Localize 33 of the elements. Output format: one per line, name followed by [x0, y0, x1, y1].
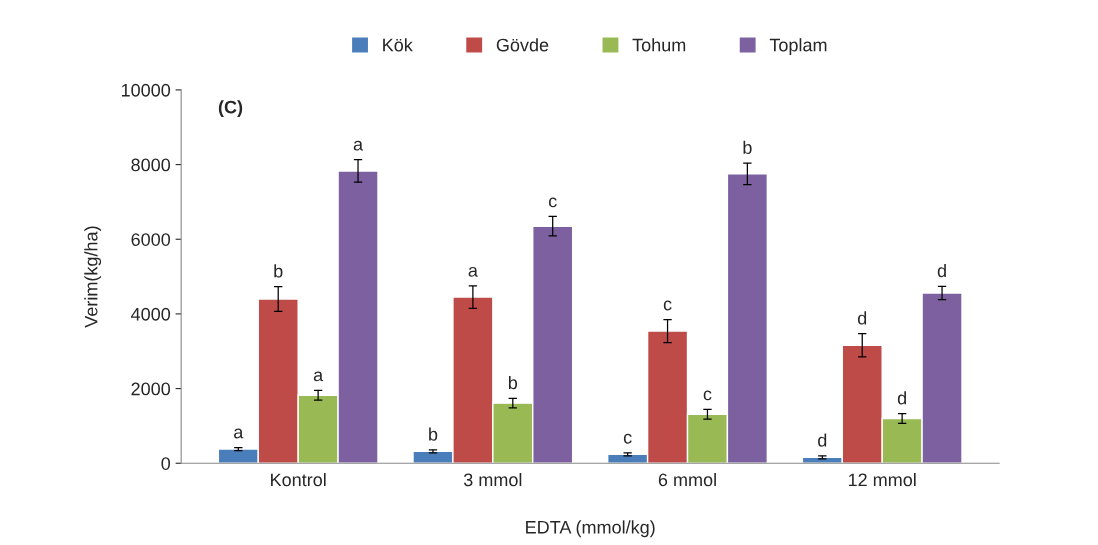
data-label: d	[897, 391, 906, 405]
annotation: (C)	[218, 100, 243, 118]
data-label: d	[818, 433, 827, 447]
y-tick-label: 8000	[131, 158, 171, 172]
data-label: d	[937, 263, 946, 278]
y-axis-title: Verim(kg/ha)	[84, 226, 102, 328]
x-tick-label: 3 mmol	[463, 472, 522, 487]
data-label: b	[743, 140, 752, 154]
x-tick-label: 6 mmol	[658, 472, 716, 487]
legend-label: Toplam	[769, 38, 827, 56]
data-label: d	[857, 311, 867, 325]
legend-label: Gövde	[496, 38, 549, 52]
data-label: a	[468, 266, 478, 277]
data-label: a	[234, 428, 244, 439]
y-tick-label: 6000	[131, 233, 171, 246]
data-label: c	[663, 300, 672, 311]
data-label: b	[429, 427, 438, 441]
x-axis-title: EDTA (mmol/kg)	[526, 520, 655, 538]
x-tick-label: Kontrol	[271, 472, 326, 487]
y-tick-label: 10000	[121, 83, 171, 97]
data-label: a	[313, 371, 324, 382]
legend-label: Kök	[383, 38, 413, 52]
data-label: c	[703, 390, 712, 401]
data-label: b	[508, 375, 518, 390]
y-tick-label: 4000	[131, 307, 171, 321]
y-tick-label: 2000	[131, 382, 171, 396]
x-tick-label: 12 mmol	[848, 472, 916, 487]
data-label: c	[623, 433, 632, 444]
legend-label: Tohum	[632, 38, 686, 52]
y-tick-label: 0	[161, 457, 171, 470]
data-label: a	[353, 140, 364, 151]
data-label: b	[274, 264, 283, 278]
data-label: c	[548, 197, 557, 208]
